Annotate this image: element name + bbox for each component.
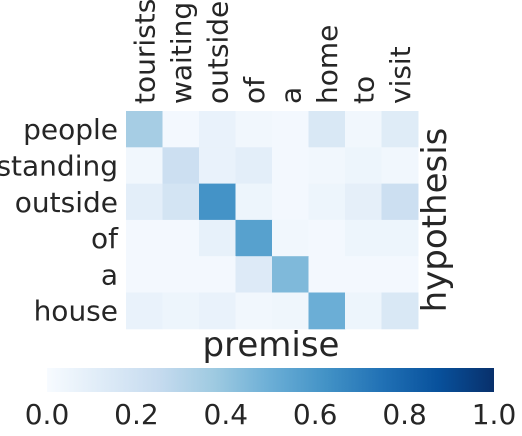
heatmap-cell bbox=[381, 292, 419, 330]
heatmap-cell bbox=[308, 256, 346, 293]
heatmap-cell bbox=[308, 183, 346, 221]
y-axis-label: hypothesis bbox=[415, 128, 455, 313]
y-tick-label: house bbox=[34, 295, 118, 328]
x-tick-label: waiting bbox=[165, 2, 198, 104]
y-tick-label: outside bbox=[15, 186, 118, 219]
heatmap-cell bbox=[199, 147, 236, 185]
heatmap-cell bbox=[235, 219, 273, 257]
heatmap-cell bbox=[235, 183, 273, 221]
heatmap-cell bbox=[235, 147, 273, 185]
heatmap-cell bbox=[199, 256, 236, 293]
heatmap-cell bbox=[162, 111, 200, 148]
heatmap-cell bbox=[345, 147, 382, 185]
heatmap-cell bbox=[381, 147, 419, 185]
heatmap-cell bbox=[272, 111, 309, 148]
heatmap-cell bbox=[162, 292, 200, 330]
y-tick-label: standing bbox=[0, 149, 118, 182]
heatmap-cell bbox=[126, 219, 163, 257]
heatmap-cells bbox=[126, 111, 419, 330]
x-tick-label: outside bbox=[201, 1, 234, 104]
heatmap-cell bbox=[381, 111, 419, 148]
heatmap-cell bbox=[381, 219, 419, 257]
heatmap-cell bbox=[162, 219, 200, 257]
heatmap-cell bbox=[308, 219, 346, 257]
x-tick-labels: tourists waiting outside of a home to visit bbox=[128, 0, 417, 104]
heatmap-cell bbox=[345, 292, 382, 330]
colorbar-tick-labels: 0.0 0.2 0.4 0.6 0.8 1.0 bbox=[25, 398, 517, 431]
y-tick-label: of bbox=[91, 222, 119, 255]
heatmap-cell bbox=[272, 147, 309, 185]
heatmap-cell bbox=[381, 256, 419, 293]
heatmap-cell bbox=[199, 292, 236, 330]
colorbar-tick-label: 0.8 bbox=[382, 398, 427, 431]
x-tick-label: visit bbox=[384, 46, 417, 104]
colorbar bbox=[47, 368, 494, 392]
heatmap-cell bbox=[308, 111, 346, 148]
heatmap-cell bbox=[126, 147, 163, 185]
colorbar-tick-label: 0.6 bbox=[293, 398, 338, 431]
heatmap-cell bbox=[162, 183, 200, 221]
heatmap-cell bbox=[272, 183, 309, 221]
heatmap-cell bbox=[381, 183, 419, 221]
heatmap-cell bbox=[126, 256, 163, 293]
x-tick-label: of bbox=[238, 76, 271, 104]
heatmap-cell bbox=[308, 147, 346, 185]
y-tick-label: people bbox=[23, 113, 118, 146]
heatmap-cell bbox=[235, 111, 273, 148]
heatmap-cell bbox=[199, 183, 236, 221]
heatmap-cell bbox=[235, 292, 273, 330]
colorbar-tick-label: 0.4 bbox=[204, 398, 249, 431]
heatmap-cell bbox=[162, 256, 200, 293]
x-axis-label: premise bbox=[203, 325, 340, 365]
heatmap-cell bbox=[345, 219, 382, 257]
heatmap-cell bbox=[199, 219, 236, 257]
heatmap-cell bbox=[199, 111, 236, 148]
heatmap-cell bbox=[126, 292, 163, 330]
heatmap-cell bbox=[345, 183, 382, 221]
x-tick-label: to bbox=[347, 76, 380, 104]
y-tick-label: a bbox=[101, 258, 118, 291]
heatmap-cell bbox=[272, 292, 309, 330]
heatmap-cell bbox=[308, 292, 346, 330]
colorbar-tick-label: 1.0 bbox=[472, 398, 517, 431]
heatmap-cell bbox=[126, 111, 163, 148]
x-tick-label: a bbox=[274, 87, 307, 104]
x-tick-label: tourists bbox=[128, 0, 161, 104]
heatmap-cell bbox=[345, 256, 382, 293]
heatmap-cell bbox=[126, 183, 163, 221]
heatmap-cell bbox=[272, 256, 309, 293]
colorbar-tick-label: 0.0 bbox=[25, 398, 70, 431]
colorbar-tick-label: 0.2 bbox=[114, 398, 159, 431]
x-tick-label: home bbox=[311, 25, 344, 104]
heatmap-cell bbox=[162, 147, 200, 185]
heatmap-cell bbox=[345, 111, 382, 148]
heatmap-cell bbox=[272, 219, 309, 257]
heatmap-cell bbox=[235, 256, 273, 293]
